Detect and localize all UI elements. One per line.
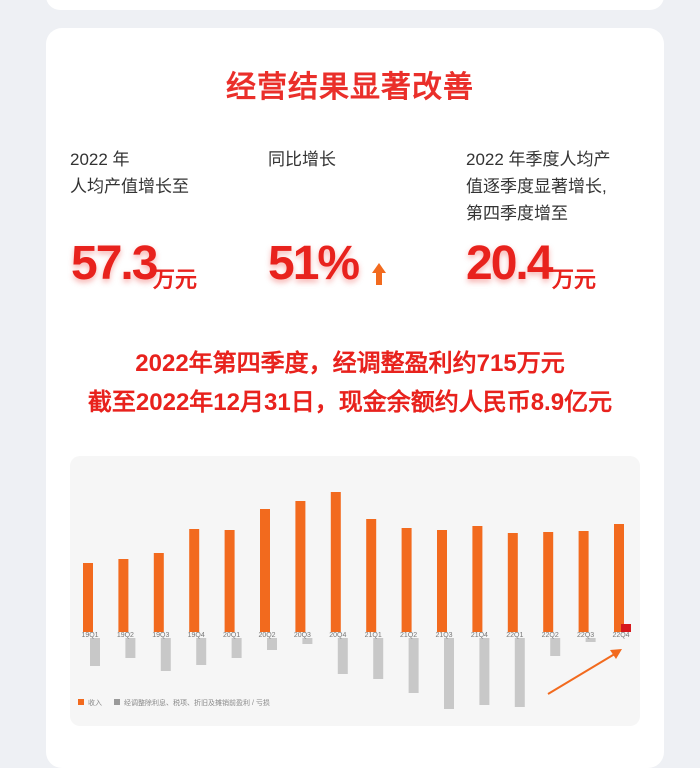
profit-bar <box>160 638 171 671</box>
metric-label-line: 2022 年季度人均产 <box>466 150 611 169</box>
trend-arrow-head <box>610 649 622 659</box>
revenue-bar <box>472 526 483 632</box>
profit-bar <box>231 638 242 658</box>
metric-label-quarterly: 2022 年季度人均产 值逐季度显著增长, 第四季度增至 <box>466 146 611 227</box>
profit-bar <box>267 638 277 650</box>
profit-bar <box>302 638 313 644</box>
profit-bar <box>585 638 596 642</box>
x-tick-label: 21Q1 <box>365 632 382 639</box>
legend-swatch-revenue <box>78 699 84 705</box>
metric-value-output: 57.3 <box>71 237 158 290</box>
revenue-bar <box>260 509 270 632</box>
revenue-bar <box>437 530 447 632</box>
x-tick-label: 22Q2 <box>542 632 559 639</box>
revenue-bar <box>507 533 518 632</box>
profit-bar <box>90 638 100 666</box>
profit-bar <box>125 638 136 658</box>
trend-arrow-icon <box>547 651 619 695</box>
x-tick-label: 19Q2 <box>117 632 134 639</box>
x-tick-label: 22Q3 <box>577 632 594 639</box>
x-tick-label: 21Q3 <box>435 632 452 639</box>
x-tick-label: 19Q3 <box>152 632 169 639</box>
highlight-profit: 2022年第四季度，经调整盈利约715万元 <box>135 350 565 377</box>
revenue-bar <box>366 519 377 632</box>
legend-label-profit: 经调整除利息、税项、折旧及摊销前盈利 / 亏损 <box>124 698 270 707</box>
x-tick-label: 20Q4 <box>329 632 346 639</box>
metric-label-output: 2022 年 人均产值增长至 <box>70 146 189 200</box>
profit-bar <box>408 638 419 693</box>
metric-label-line: 同比增长 <box>268 150 336 169</box>
revenue-bar <box>189 529 200 632</box>
metric-value-quarterly: 20.4 <box>466 237 553 290</box>
profit-bar <box>514 638 525 707</box>
x-tick-label: 20Q3 <box>294 632 311 639</box>
profit-bar <box>550 638 561 656</box>
revenue-bar <box>401 528 412 632</box>
metric-label-line: 值逐季度显著增长, <box>466 177 607 196</box>
metric-unit-output: 万元 <box>153 267 198 292</box>
x-tick-label: 19Q1 <box>81 632 98 639</box>
revenue-bar <box>578 531 589 632</box>
metric-label-line: 人均产值增长至 <box>70 177 189 196</box>
revenue-bar <box>83 563 93 632</box>
x-tick-label: 22Q1 <box>506 632 523 639</box>
metric-unit-quarterly: 万元 <box>552 267 597 292</box>
revenue-bar <box>153 553 164 632</box>
revenue-bar <box>295 501 306 632</box>
x-tick-label: 19Q4 <box>188 632 205 639</box>
highlight-cash: 截至2022年12月31日，现金余额约人民币8.9亿元 <box>87 389 613 416</box>
page-title: 经营结果显著改善 <box>226 71 474 104</box>
metric-label-line: 2022 年 <box>70 150 130 169</box>
profit-bar <box>444 638 454 709</box>
x-tick-label: 22Q4 <box>612 632 629 639</box>
x-tick-label: 20Q1 <box>223 632 240 639</box>
profit-bar <box>479 638 490 705</box>
revenue-bar <box>224 530 235 632</box>
revenue-bar <box>118 559 129 632</box>
revenue-bar <box>330 492 341 632</box>
profit-bar <box>337 638 348 674</box>
legend-swatch-profit <box>114 699 120 705</box>
revenue-bar <box>543 532 554 632</box>
profit-bar <box>621 624 631 632</box>
revenue-profit-chart: 19Q1 19Q2 19Q3 19Q4 20Q1 20Q2 20Q3 20Q4 21Q1 21Q2… <box>78 492 631 709</box>
previous-card <box>46 0 664 10</box>
up-arrow-icon <box>371 262 387 291</box>
x-tick-label: 20Q2 <box>258 632 275 639</box>
metric-value-growth: 51% <box>268 237 360 290</box>
profit-bar <box>373 638 384 679</box>
metric-label-growth: 同比增长 <box>268 146 336 173</box>
x-tick-label: 21Q2 <box>400 632 417 639</box>
metric-label-line: 第四季度增至 <box>466 204 568 223</box>
x-tick-label: 21Q4 <box>471 632 488 639</box>
legend-label-revenue: 收入 <box>88 698 102 707</box>
revenue-bar <box>614 524 624 632</box>
profit-bar <box>196 638 207 665</box>
